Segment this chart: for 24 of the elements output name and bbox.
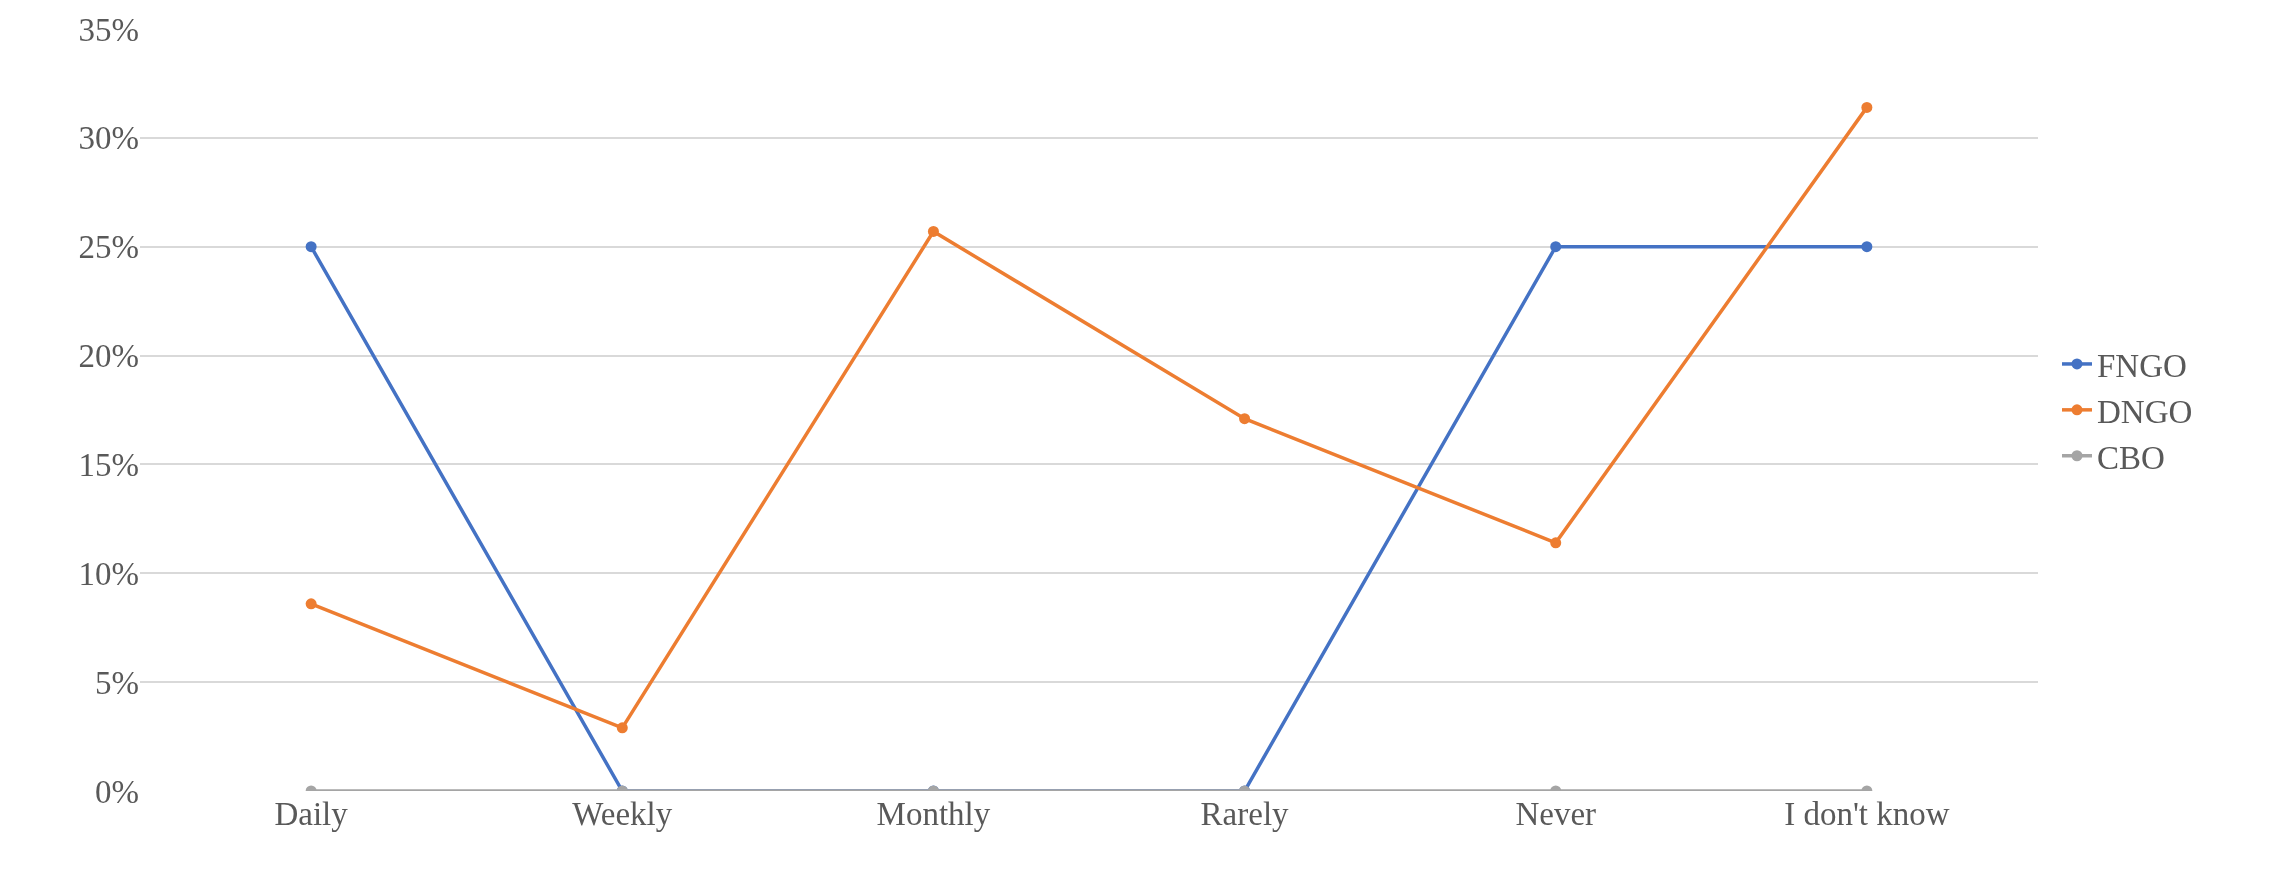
x-tick-label: I don't know [1784,796,1950,832]
point [1550,537,1562,549]
point [927,225,939,237]
point [1861,241,1873,253]
y-tick-label: 25% [78,229,139,266]
x-tick-label: Daily [274,796,349,832]
y-tick-label: 35% [78,11,139,48]
y-tick-label: 30% [78,120,139,157]
x-tick-label: Weekly [572,796,673,832]
y-tick-label: 10% [78,555,139,592]
y-tick-label: 20% [78,338,139,375]
y-tick-label: 15% [78,446,139,483]
point [1239,413,1251,425]
y-tick-label: 0% [95,773,139,810]
point [305,241,317,253]
y-tick-label: 5% [95,664,139,701]
legend-label: DNGO [2096,393,2193,430]
legend-label: CBO [2096,439,2165,476]
legend-label: FNGO [2096,347,2187,384]
point [1550,241,1562,253]
x-tick-label: Monthly [876,796,991,832]
point [1861,101,1873,113]
x-tick-label: Never [1515,796,1597,832]
x-tick-label: Rarely [1200,796,1290,832]
